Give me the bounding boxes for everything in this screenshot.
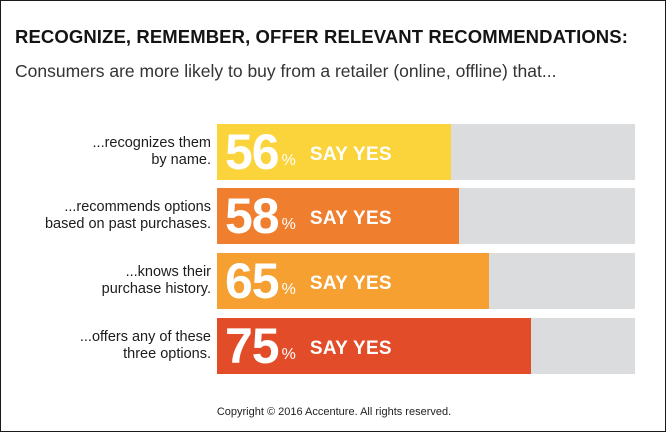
bar-label: ...offers any of these three options. [15, 318, 211, 374]
bar-track: 56 % SAY YES [217, 124, 635, 180]
chart-title: RECOGNIZE, REMEMBER, OFFER RELEVANT RECO… [15, 26, 628, 47]
bar-label-line-1: ...recommends options [64, 199, 211, 215]
percent-sign: % [281, 281, 296, 298]
bar-track: 75 % SAY YES [217, 318, 635, 374]
bar-value: 65 [225, 253, 280, 309]
bar-fill [217, 253, 489, 309]
bar-label-line-1: ...recognizes them [92, 135, 211, 151]
bar-row-recognizes: ...recognizes them by name. 56 % SAY YES [1, 124, 666, 180]
bar-data-label: 56 % SAY YES [225, 124, 392, 180]
bar-row-knows-history: ...knows their purchase history. 65 % SA… [1, 253, 666, 309]
chart-subtitle: Consumers are more likely to buy from a … [15, 61, 557, 81]
bar-row-any-option: ...offers any of these three options. 75… [1, 318, 666, 374]
say-yes-label: SAY YES [309, 338, 392, 359]
bar-value: 75 [225, 318, 280, 374]
bar-label-line-2: purchase history. [101, 281, 211, 297]
percent-sign: % [281, 152, 296, 169]
bar-data-label: 65 % SAY YES [225, 253, 392, 309]
percent-sign: % [281, 346, 296, 363]
bar-label: ...recognizes them by name. [15, 124, 211, 180]
bar-label-line-1: ...offers any of these [79, 329, 211, 345]
percent-sign: % [281, 216, 296, 233]
bar-label-text: ...offers any of these three options. [80, 329, 211, 363]
bar-label-line-2: based on past purchases. [44, 216, 211, 232]
say-yes-label: SAY YES [309, 144, 392, 165]
bar-track: 65 % SAY YES [217, 253, 635, 309]
bar-row-recommends: ...recommends options based on past purc… [1, 188, 666, 244]
bar-label-text: ...recommends options based on past purc… [45, 199, 211, 233]
bar-value: 58 [225, 188, 280, 244]
bar-label-line-2: three options. [123, 346, 211, 362]
bar-label-line-2: by name. [151, 152, 211, 168]
bar-label-text: ...recognizes them by name. [93, 135, 211, 169]
bar-label: ...recommends options based on past purc… [15, 188, 211, 244]
bar-value: 56 [225, 124, 280, 180]
bar-fill [217, 124, 452, 180]
copyright-notice: Copyright © 2016 Accenture. All rights r… [216, 406, 452, 418]
bar-fill [217, 318, 531, 374]
bar-data-label: 75 % SAY YES [225, 318, 392, 374]
say-yes-label: SAY YES [309, 273, 392, 294]
bar-label: ...knows their purchase history. [15, 253, 211, 309]
bar-track: 58 % SAY YES [217, 188, 635, 244]
bar-fill [217, 188, 460, 244]
bar-data-label: 58 % SAY YES [225, 188, 392, 244]
bar-label-line-1: ...knows their [125, 264, 211, 280]
say-yes-label: SAY YES [309, 208, 392, 229]
bar-label-text: ...knows their purchase history. [102, 264, 211, 298]
